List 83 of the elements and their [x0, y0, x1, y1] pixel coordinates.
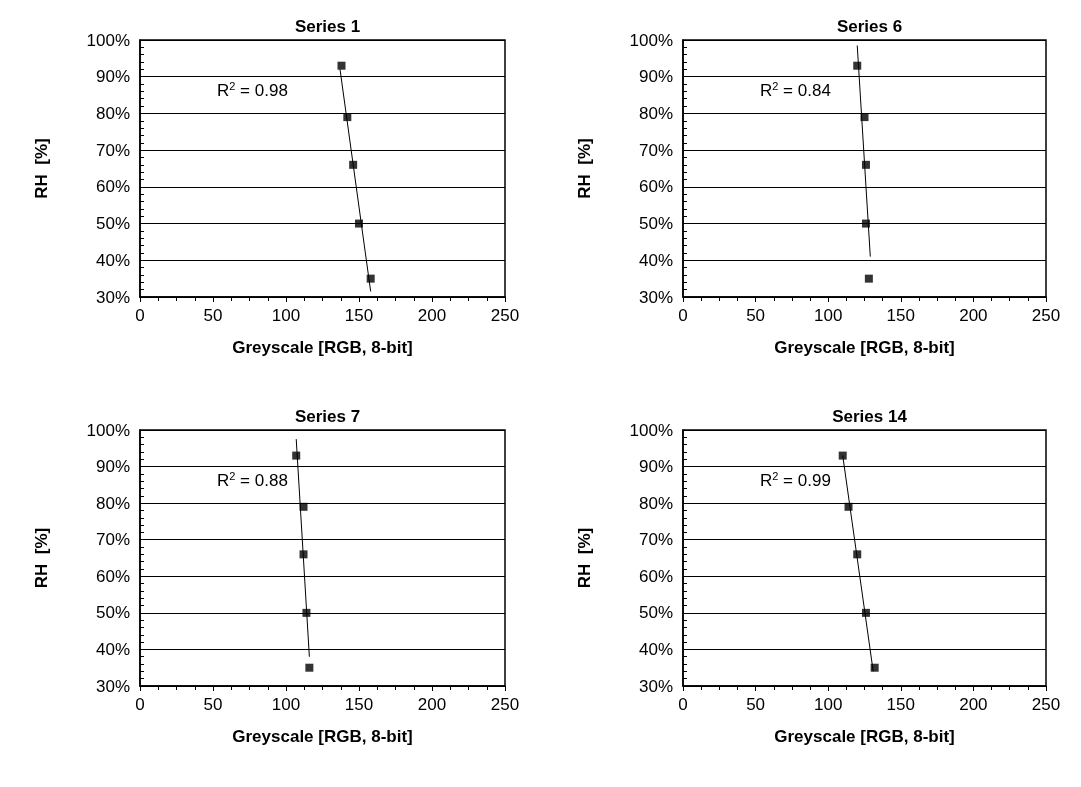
- x-tick-label: 100: [271, 695, 301, 714]
- x-tick-label: 150: [886, 306, 915, 325]
- y-axis-title: RH [%]: [575, 138, 594, 199]
- chart-title: Series 6: [836, 17, 903, 36]
- y-tick-label: 80%: [638, 493, 673, 513]
- y-tick-label: 40%: [638, 250, 673, 270]
- x-tick-label: 150: [344, 306, 374, 325]
- point: [302, 608, 311, 617]
- y-tick-label: 90%: [638, 67, 673, 87]
- point: [355, 219, 363, 228]
- point: [844, 502, 853, 511]
- y-tick-label: 50%: [95, 214, 130, 234]
- x-axis-title: Greyscale [RGB, 8-bit]: [232, 338, 413, 357]
- point: [853, 550, 862, 559]
- y-tick-label: 30%: [95, 287, 130, 307]
- point: [870, 663, 879, 672]
- y-tick-label: 70%: [95, 530, 130, 550]
- x-tick-label: 200: [959, 306, 988, 325]
- x-tick-label: 100: [814, 306, 843, 325]
- x-axis-title: Greyscale [RGB, 8-bit]: [774, 727, 955, 746]
- y-tick-label: 80%: [95, 103, 130, 123]
- point: [861, 608, 870, 617]
- y-tick-label: 30%: [638, 287, 673, 307]
- x-tick-label: 150: [344, 695, 374, 714]
- x-tick-label: 250: [490, 306, 520, 325]
- x-tick-label: 200: [417, 306, 447, 325]
- y-tick-label: 100%: [86, 30, 130, 50]
- x-tick-label: 50: [746, 695, 766, 714]
- y-tick-label: 40%: [95, 639, 130, 659]
- chart-title: Series 7: [294, 407, 361, 426]
- x-tick-label: 50: [203, 306, 223, 325]
- y-tick-label: 60%: [95, 566, 130, 586]
- y-tick-label: 100%: [86, 420, 130, 440]
- x-tick-label: 250: [490, 695, 520, 714]
- x-tick-label: 0: [135, 306, 145, 325]
- y-tick-label: 80%: [638, 103, 673, 123]
- point: [337, 61, 346, 70]
- y-tick-label: 50%: [638, 214, 673, 234]
- y-tick-label: 40%: [638, 639, 673, 659]
- y-tick-label: 70%: [638, 530, 673, 550]
- x-tick-label: 200: [417, 695, 447, 714]
- y-tick-label: 60%: [638, 566, 673, 586]
- y-tick-label: 30%: [638, 676, 673, 696]
- y-tick-label: 80%: [95, 493, 130, 513]
- x-tick-label: 0: [678, 306, 688, 325]
- x-tick-label: 100: [814, 695, 843, 714]
- y-tick-label: 90%: [95, 67, 130, 87]
- x-tick-label: 150: [886, 695, 915, 714]
- x-axis-title: Greyscale [RGB, 8-bit]: [232, 727, 413, 746]
- chart-title: Series 1: [294, 17, 361, 36]
- point: [292, 451, 301, 460]
- y-tick-label: 100%: [629, 30, 673, 50]
- x-tick-label: 100: [271, 306, 301, 325]
- y-axis-title: RH [%]: [575, 527, 594, 589]
- y-tick-label: 40%: [95, 250, 130, 270]
- y-tick-label: 90%: [95, 457, 130, 477]
- y-tick-label: 60%: [638, 177, 673, 197]
- y-axis-title: RH [%]: [32, 138, 51, 199]
- point: [366, 274, 375, 283]
- y-tick-label: 100%: [629, 420, 673, 440]
- x-tick-label: 250: [1031, 695, 1061, 714]
- x-tick-label: 50: [746, 306, 766, 325]
- point: [343, 113, 352, 122]
- point: [349, 160, 358, 169]
- point: [305, 663, 314, 672]
- x-tick-label: 200: [959, 695, 988, 714]
- y-tick-label: 50%: [95, 603, 130, 623]
- y-tick-label: 70%: [638, 140, 673, 160]
- x-tick-label: 0: [678, 695, 688, 714]
- y-tick-label: 30%: [95, 676, 130, 696]
- y-axis-title: RH [%]: [32, 527, 51, 589]
- point: [838, 451, 847, 460]
- point: [299, 502, 308, 511]
- y-tick-label: 60%: [95, 177, 130, 197]
- y-tick-label: 70%: [95, 140, 130, 160]
- point: [299, 550, 308, 559]
- chart-title: Series 14: [832, 407, 908, 426]
- y-tick-label: 90%: [638, 457, 673, 477]
- x-axis-title: Greyscale [RGB, 8-bit]: [774, 338, 955, 357]
- x-tick-label: 50: [203, 695, 223, 714]
- x-tick-label: 250: [1031, 306, 1061, 325]
- x-tick-label: 0: [135, 695, 145, 714]
- y-tick-label: 50%: [638, 603, 673, 623]
